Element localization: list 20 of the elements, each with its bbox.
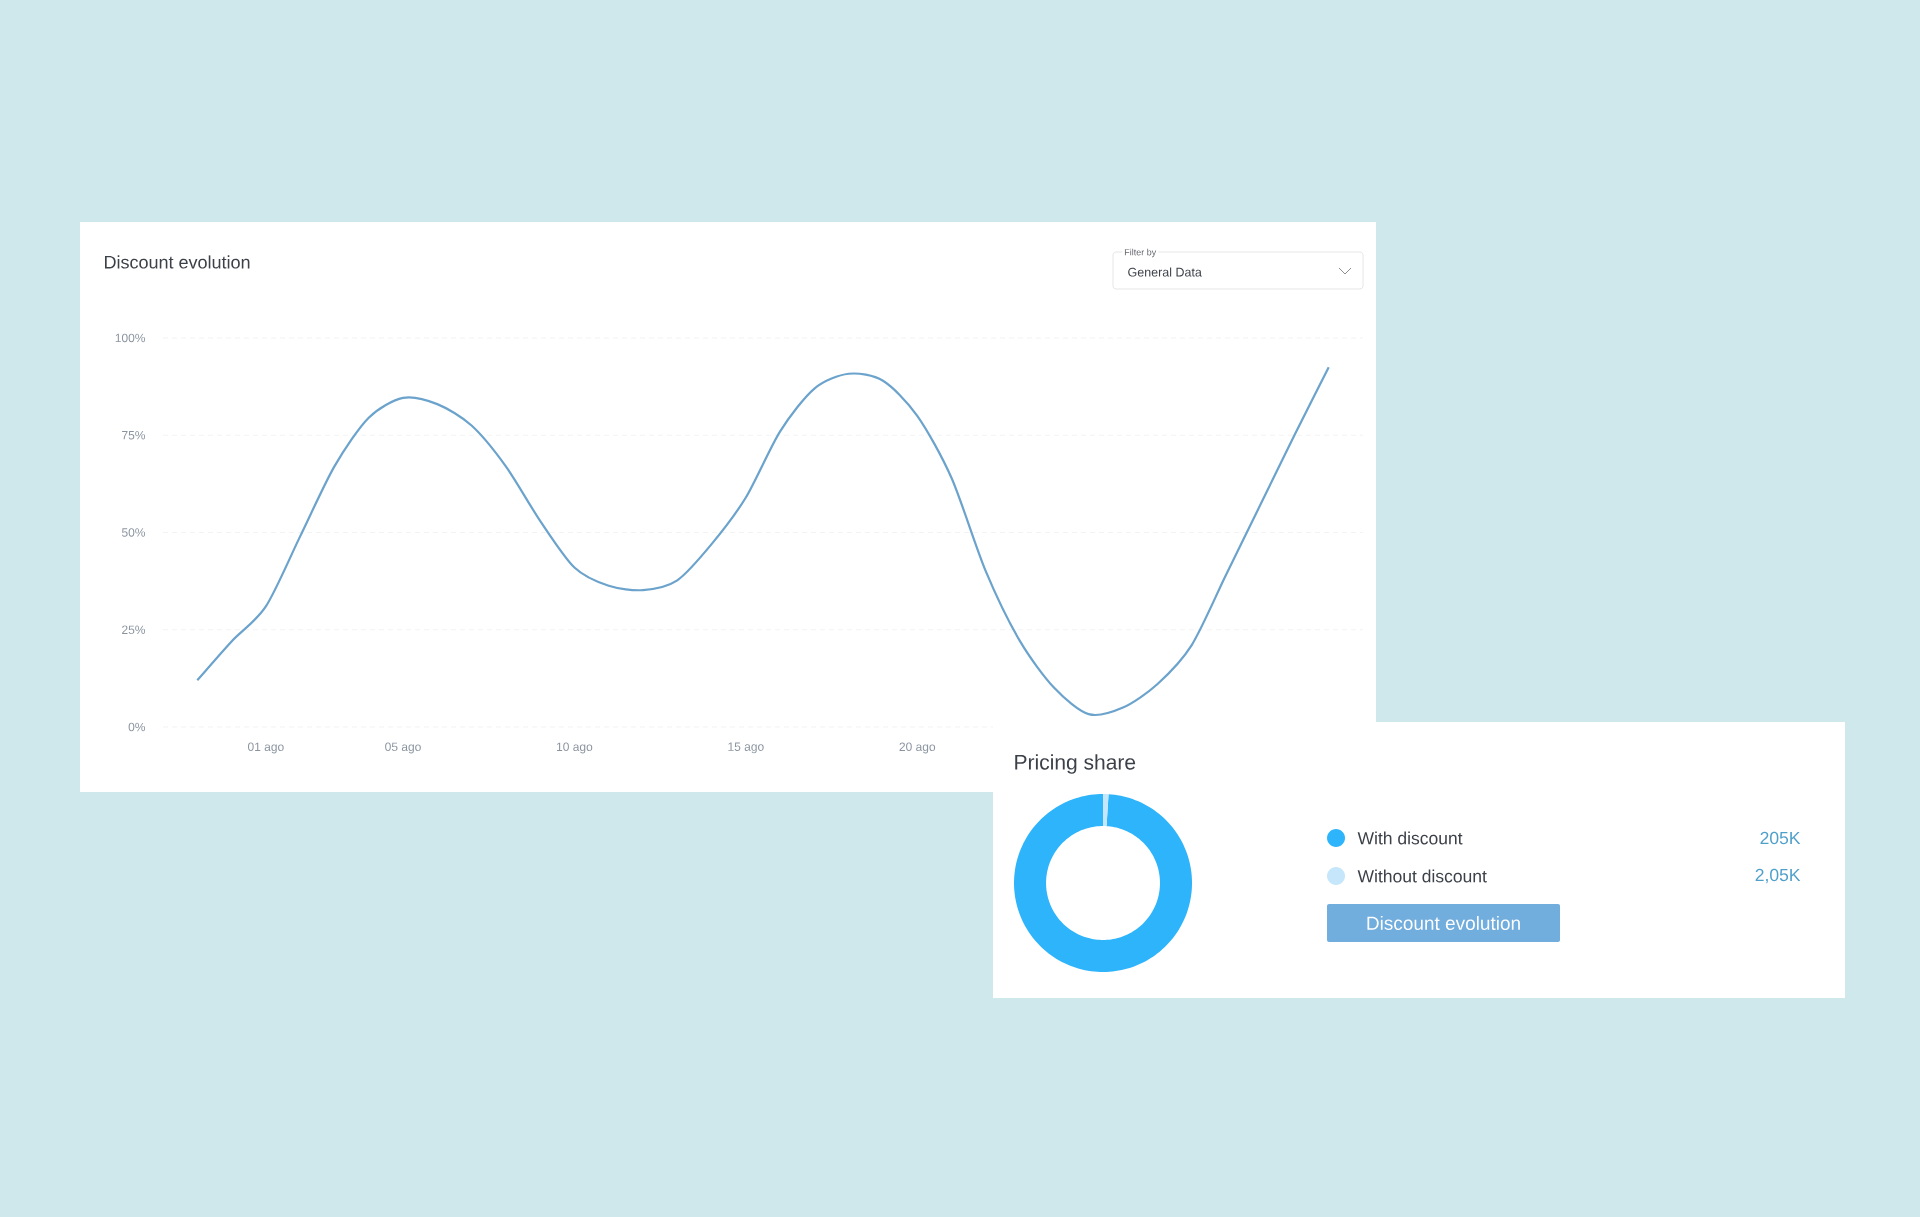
- chart-title: Discount evolution: [105, 255, 250, 269]
- data-label: 2,05K: [1755, 868, 1801, 884]
- x-tick-label: 20 ago: [899, 742, 936, 754]
- text: Filter by: [1124, 248, 1157, 258]
- x-tick-label: 15 ago: [728, 742, 764, 754]
- x-tick-label: 01 ago: [247, 742, 284, 754]
- y-tick-label: 100%: [115, 333, 146, 343]
- y-tick-label: 25%: [122, 625, 146, 634]
- x-tick-label: 10 ago: [556, 742, 593, 754]
- line-series: [196, 366, 1330, 716]
- x-tick-label: 05 ago: [385, 742, 421, 754]
- text: General Data: [1128, 267, 1202, 277]
- legend-label: Without discount: [1357, 869, 1487, 883]
- y-tick-label: 0%: [128, 722, 146, 732]
- y-tick-label: 50%: [121, 528, 146, 537]
- chart-title: Pricing share: [1015, 754, 1136, 774]
- y-tick-label: 75%: [122, 431, 146, 440]
- text: Discount evolution: [1367, 916, 1520, 930]
- data-label: 205K: [1760, 831, 1801, 845]
- legend-label: With discount: [1357, 831, 1463, 845]
